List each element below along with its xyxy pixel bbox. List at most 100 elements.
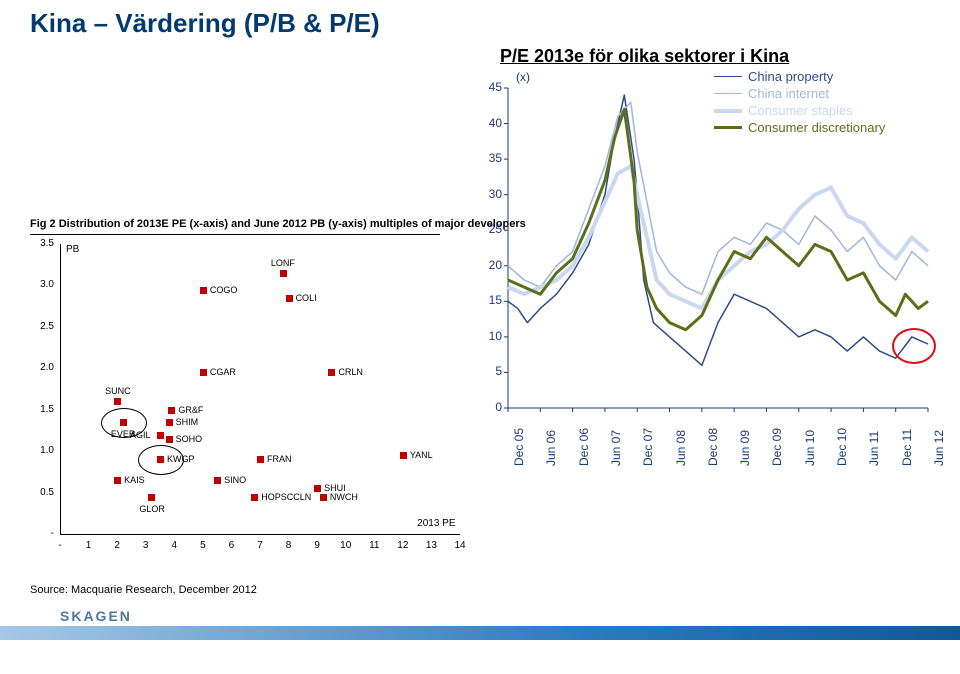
x-tick-label: 14 [450, 540, 470, 551]
scatter-point [214, 477, 221, 484]
scatter-point-label: CRLN [338, 367, 363, 377]
x-tick-label: 11 [364, 540, 384, 551]
x-tick-label: Jun 10 [803, 430, 817, 466]
y-tick-label: 30 [478, 187, 502, 201]
scatter-point-label: LONF [271, 258, 295, 268]
scatter-point [257, 456, 264, 463]
scatter-point-label: GR&F [178, 405, 203, 415]
scatter-point [168, 407, 175, 414]
line-chart-svg [478, 68, 938, 418]
x-tick-label: 9 [307, 540, 327, 551]
y-tick-label: 3.5 [30, 238, 54, 249]
scatter-point-label: CGAR [210, 367, 236, 377]
x-tick-label: Dec 07 [641, 428, 655, 466]
y-tick-label: 35 [478, 151, 502, 165]
y-axis [60, 244, 61, 534]
x-tick-label: Jun 08 [674, 430, 688, 466]
x-tick-label: 4 [164, 540, 184, 551]
highlight-circle [138, 445, 184, 475]
slide: Kina – Värdering (P/B & P/E) P/E 2013e f… [0, 0, 960, 674]
x-tick-label: Dec 06 [577, 428, 591, 466]
scatter-point [200, 369, 207, 376]
scatter-point-label: SHIM [176, 417, 199, 427]
x-tick-label: 5 [193, 540, 213, 551]
y-tick-label: 10 [478, 329, 502, 343]
scatter-point [148, 494, 155, 501]
y-tick-label: 20 [478, 258, 502, 272]
scatter-point-label: HOPSCCLN [261, 492, 311, 502]
x-tick-label: Jun 09 [738, 430, 752, 466]
x-axis [60, 534, 460, 535]
y-tick-label: 40 [478, 116, 502, 130]
y-tick-label: 2.5 [30, 321, 54, 332]
y-tick-label: - [30, 528, 54, 539]
logo-bar [0, 626, 960, 640]
fig2-rule [30, 234, 440, 235]
scatter-point [166, 436, 173, 443]
x-tick-label: 3 [136, 540, 156, 551]
y-tick-label: 0 [478, 400, 502, 414]
scatter-point [114, 398, 121, 405]
source-text: Source: Macquarie Research, December 201… [30, 584, 257, 596]
x-tick-label: 7 [250, 540, 270, 551]
x-tick-label: Jun 06 [544, 430, 558, 466]
scatter-chart: PB -0.51.01.52.02.53.03.5-12345678910111… [30, 244, 460, 564]
y-tick-label: 2.0 [30, 362, 54, 373]
line-chart: (x) China propertyChina internetConsumer… [478, 68, 938, 508]
y-tick-label: 45 [478, 80, 502, 94]
page-title: Kina – Värdering (P/B & P/E) [30, 8, 380, 39]
subtitle: P/E 2013e för olika sektorer i Kina [500, 46, 789, 67]
series-line [508, 109, 928, 329]
scatter-point-label: GLOR [139, 504, 165, 514]
y-tick-label: 25 [478, 222, 502, 236]
x-tick-label: Jun 12 [932, 430, 946, 466]
scatter-point-label: SOHO [176, 434, 203, 444]
scatter-point [114, 477, 121, 484]
fig2-caption: Fig 2 Distribution of 2013E PE (x-axis) … [30, 218, 526, 230]
x-tick-label: 1 [79, 540, 99, 551]
y-tick-label: 1.0 [30, 445, 54, 456]
scatter-point [400, 452, 407, 459]
scatter-point-label: SUNC [105, 386, 131, 396]
x-tick-label: 8 [279, 540, 299, 551]
x-tick-label: 10 [336, 540, 356, 551]
y-tick-label: 0.5 [30, 487, 54, 498]
scatter-point [280, 270, 287, 277]
y-tick-label: 5 [478, 364, 502, 378]
x-tick-label: 6 [221, 540, 241, 551]
scatter-point-label: FRAN [267, 454, 292, 464]
x-tick-label: 12 [393, 540, 413, 551]
scatter-point [320, 494, 327, 501]
x-tick-label: Dec 09 [770, 428, 784, 466]
scatter-point-label: YANL [410, 450, 433, 460]
scatter-point [286, 295, 293, 302]
x-tick-label: Dec 11 [900, 429, 914, 466]
scatter-point-label: COLI [296, 293, 317, 303]
series-line [508, 166, 928, 308]
highlight-circle [101, 408, 147, 438]
pb-label: PB [66, 244, 79, 255]
y-tick-label: 3.0 [30, 279, 54, 290]
x-tick-label: 2 [107, 540, 127, 551]
x-tick-label: Dec 10 [835, 428, 849, 466]
scatter-point [166, 419, 173, 426]
y-tick-label: 15 [478, 293, 502, 307]
scatter-point-label: SINO [224, 475, 246, 485]
x-tick-label: Dec 05 [512, 428, 526, 466]
x-tick-label: - [50, 540, 70, 551]
scatter-point [200, 287, 207, 294]
scatter-point-label: COGO [210, 285, 238, 295]
scatter-point [328, 369, 335, 376]
logo-text: SKAGEN [60, 608, 132, 624]
x-tick-label: Jun 11 [867, 431, 881, 466]
x-tick-label: Jun 07 [609, 430, 623, 466]
scatter-point [251, 494, 258, 501]
scatter-point [157, 432, 164, 439]
scatter-point [314, 485, 321, 492]
x-tick-label: Dec 08 [706, 428, 720, 466]
x-tick-label: 13 [421, 540, 441, 551]
highlight-circle-red [892, 328, 936, 364]
scatter-point-label: NWCH [330, 492, 358, 502]
series-line [508, 95, 928, 365]
scatter-point-label: KAIS [124, 475, 145, 485]
